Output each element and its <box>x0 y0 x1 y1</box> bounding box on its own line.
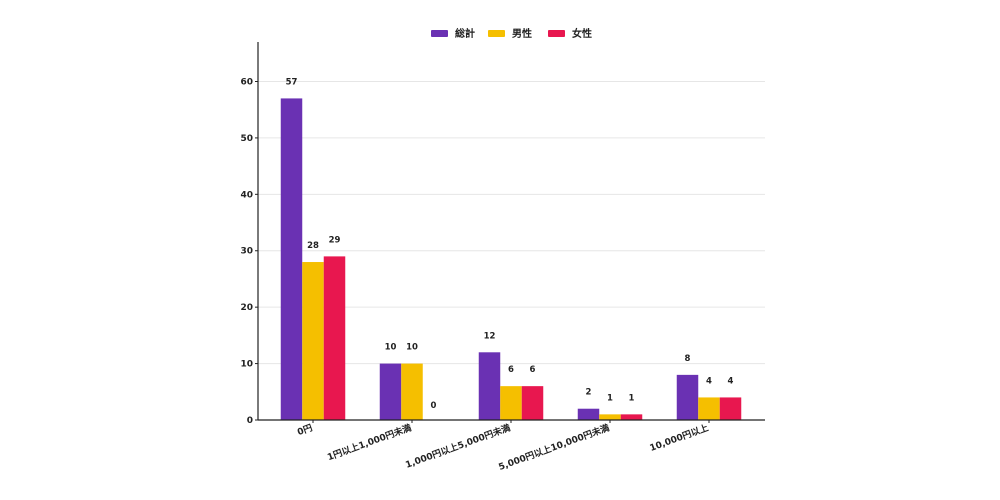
x-tick-label: 1円以上1,000円未満 <box>326 422 413 464</box>
bar <box>323 256 346 420</box>
data-label: 6 <box>508 365 514 375</box>
bar <box>620 414 643 420</box>
data-label: 2 <box>586 388 592 398</box>
y-tick-label: 0 <box>247 416 253 426</box>
data-label: 8 <box>685 354 691 364</box>
data-label: 1 <box>607 393 613 403</box>
bar <box>401 363 423 420</box>
bar <box>280 98 303 420</box>
legend-swatch <box>548 30 565 37</box>
data-label: 1 <box>629 393 635 403</box>
data-label: 6 <box>530 365 536 375</box>
legend-label: 男性 <box>512 27 532 40</box>
x-tick-label: 0円 <box>296 422 314 438</box>
data-label: 57 <box>286 77 298 87</box>
data-label: 29 <box>329 235 341 245</box>
data-label: 4 <box>706 376 712 386</box>
bar <box>478 352 501 420</box>
y-tick-label: 30 <box>240 247 253 257</box>
data-label: 0 <box>431 401 437 411</box>
bar <box>676 374 699 420</box>
y-tick-label: 20 <box>240 303 253 313</box>
legend-label: 総計 <box>455 27 475 40</box>
bar <box>500 386 522 420</box>
bar <box>599 414 621 420</box>
data-label: 10 <box>406 343 418 353</box>
y-tick-label: 40 <box>240 190 253 200</box>
legend-swatch <box>488 30 505 37</box>
legend-swatch <box>431 30 448 37</box>
x-tick-label: 10,000円以上 <box>648 422 710 454</box>
bar <box>577 408 600 420</box>
bar <box>698 397 720 420</box>
x-tick-label: 1,000円以上5,000円未満 <box>404 422 512 471</box>
y-tick-label: 60 <box>240 77 253 87</box>
bar <box>302 262 324 420</box>
y-tick-label: 10 <box>240 360 253 370</box>
legend-label: 女性 <box>572 27 592 40</box>
bar <box>379 363 402 420</box>
x-tick-label: 5,000円以上10,000円未満 <box>497 422 611 473</box>
bar <box>521 386 544 420</box>
data-label: 10 <box>385 343 397 353</box>
y-tick-label: 50 <box>240 134 253 144</box>
data-labels: 57 28 29 10 10 0 12 6 6 2 1 1 8 4 4 <box>286 77 734 411</box>
data-label: 28 <box>307 241 319 251</box>
legend: 総計 男性 女性 <box>431 27 592 40</box>
data-label: 4 <box>728 376 734 386</box>
bars <box>280 98 742 420</box>
bar <box>719 397 742 420</box>
data-label: 12 <box>484 331 496 341</box>
